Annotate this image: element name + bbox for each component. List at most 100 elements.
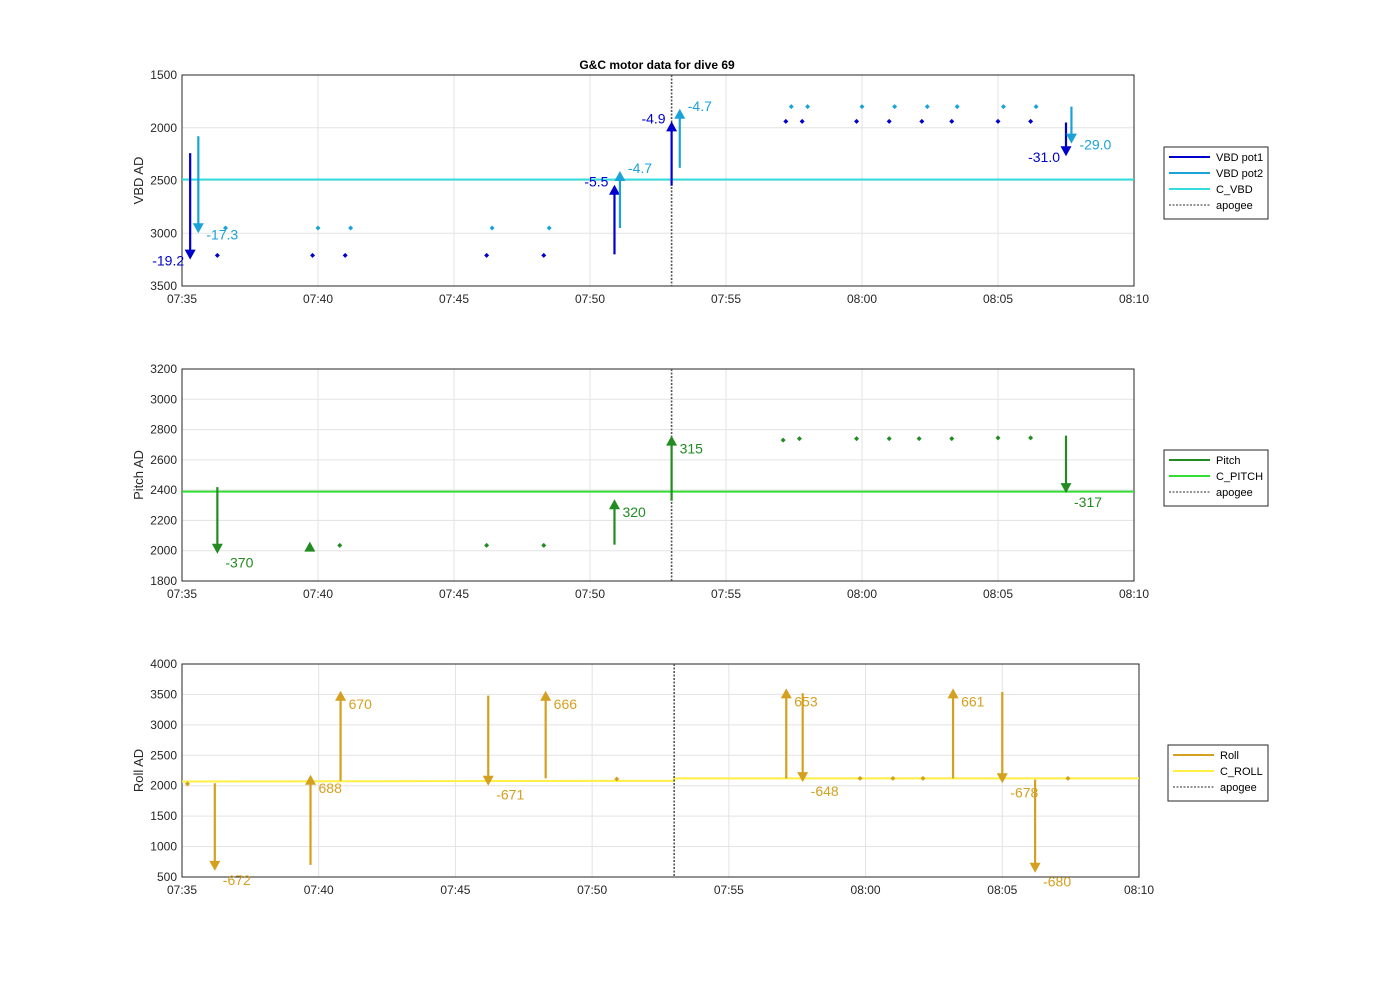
axes-box: [181, 74, 1135, 287]
data-point: [337, 542, 343, 548]
axes-box: [181, 663, 1140, 878]
data-point: [541, 542, 547, 548]
data-point: [788, 104, 794, 110]
move-label: -4.7: [628, 160, 652, 176]
move-arrow-head: [1060, 146, 1072, 157]
data-point: [890, 775, 896, 781]
y-tick-label: 3500: [150, 279, 177, 293]
data-point: [484, 542, 490, 548]
x-tick-label: 08:10: [1124, 883, 1154, 897]
move-arrow-head: [666, 121, 678, 132]
x-tick-label: 07:50: [575, 292, 605, 306]
move-label: -4.7: [688, 98, 712, 114]
x-tick-label: 07:40: [303, 587, 333, 601]
move-arrow-head: [780, 688, 792, 699]
move-arrow-head: [614, 171, 626, 182]
x-tick-label: 08:10: [1119, 292, 1149, 306]
data-point: [348, 225, 354, 231]
y-tick-label: 2000: [150, 121, 177, 135]
legend-entry: Roll: [1220, 750, 1239, 762]
data-point: [484, 252, 490, 258]
y-tick-label: 2800: [150, 423, 177, 437]
data-point: [614, 776, 620, 782]
data-point: [315, 225, 321, 231]
legend-entry: C_ROLL: [1220, 766, 1263, 778]
data-point: [995, 435, 1001, 441]
legend-entry: C_PITCH: [1216, 471, 1263, 483]
x-tick-label: 08:05: [987, 883, 1017, 897]
y-tick-label: 2000: [150, 544, 177, 558]
move-arrow-head: [305, 774, 317, 785]
x-tick-label: 07:35: [167, 883, 197, 897]
legend-box: [1163, 146, 1269, 220]
data-point: [342, 252, 348, 258]
data-point: [1000, 104, 1006, 110]
move-arrow-head: [192, 223, 204, 234]
move-label: 688: [319, 780, 343, 796]
legend-entry: apogee: [1220, 782, 1257, 794]
move-arrow-head: [304, 541, 316, 552]
legend-entry: VBD pot2: [1216, 168, 1263, 180]
x-tick-label: 08:05: [983, 292, 1013, 306]
x-tick-label: 07:50: [575, 587, 605, 601]
legend-entry: C_VBD: [1216, 184, 1253, 196]
y-tick-label: 3500: [150, 687, 177, 701]
y-tick-label: 4000: [150, 657, 177, 671]
x-tick-label: 07:55: [711, 292, 741, 306]
y-tick-label: 500: [157, 870, 177, 884]
move-arrow-head: [996, 773, 1008, 784]
x-tick-label: 08:05: [983, 587, 1013, 601]
move-label: -370: [225, 555, 253, 571]
roll-panel: 07:35 07:40 07:45 07:50 07:55 08:00 08:05 08:10…: [131, 657, 1269, 897]
x-tick-label: 08:00: [851, 883, 881, 897]
data-point: [223, 225, 229, 231]
y-tick-label: 2400: [150, 483, 177, 497]
move-arrow-head: [335, 690, 347, 701]
move-arrow-head: [1065, 133, 1077, 144]
move-arrow-head: [184, 249, 196, 260]
move-label: -648: [811, 783, 839, 799]
move-arrow-head: [482, 775, 494, 786]
move-label: -19.2: [152, 253, 184, 269]
move-label: -680: [1043, 874, 1071, 890]
data-point: [924, 104, 930, 110]
data-point: [854, 118, 860, 124]
data-point: [1033, 104, 1039, 110]
data-point: [799, 118, 805, 124]
y-tick-label: 3200: [150, 362, 177, 376]
x-tick-label: 07:35: [167, 292, 197, 306]
data-point: [541, 252, 547, 258]
legend-entry: apogee: [1216, 487, 1253, 499]
figure-title: G&C motor data for dive 69: [579, 58, 735, 72]
plot-area: [182, 664, 1139, 877]
move-arrow-head: [211, 543, 223, 554]
data-point: [1028, 118, 1034, 124]
move-label: 666: [554, 696, 578, 712]
data-point: [310, 252, 316, 258]
move-label: -672: [223, 872, 251, 888]
data-point: [805, 104, 811, 110]
move-arrow-head: [1029, 862, 1041, 873]
y-tick-label: 3000: [150, 392, 177, 406]
legend-entry: Pitch: [1216, 455, 1240, 467]
move-label: -678: [1010, 784, 1038, 800]
move-label: 320: [622, 504, 646, 520]
x-tick-label: 08:00: [847, 587, 877, 601]
y-tick-label: 2000: [150, 779, 177, 793]
move-arrow-head: [666, 435, 678, 446]
data-point: [995, 118, 1001, 124]
move-arrow-head: [1060, 483, 1072, 494]
move-label: -31.0: [1028, 149, 1060, 165]
x-tick-label: 07:45: [439, 587, 469, 601]
move-arrow-head: [674, 108, 686, 119]
move-label: -17.3: [206, 226, 238, 242]
move-arrow-head: [209, 860, 221, 871]
y-axis-label: VBD AD: [131, 157, 146, 205]
data-point: [949, 118, 955, 124]
move-label: 315: [680, 441, 704, 457]
axes-box: [181, 368, 1135, 582]
data-point: [916, 436, 922, 442]
